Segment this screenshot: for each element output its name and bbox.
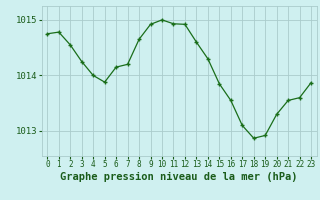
X-axis label: Graphe pression niveau de la mer (hPa): Graphe pression niveau de la mer (hPa) — [60, 172, 298, 182]
